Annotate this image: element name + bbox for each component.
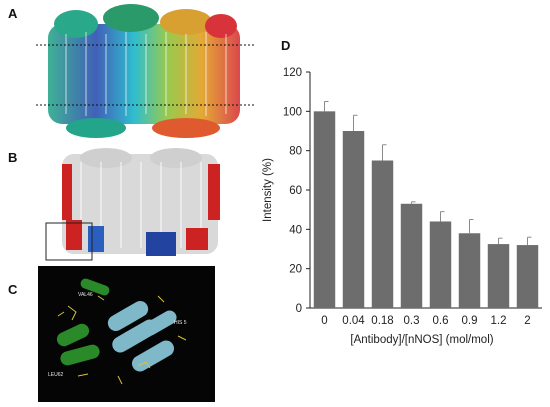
x-tick-label: 0.04 — [342, 315, 365, 327]
y-tick-label: 0 — [296, 303, 302, 315]
panel-c-closeup-image: VAL46 HIS 5 LEU62 — [38, 266, 215, 402]
y-tick-label: 100 — [283, 106, 302, 118]
y-tick-label: 120 — [283, 67, 302, 79]
x-tick-label: 0.18 — [371, 315, 393, 327]
bar — [313, 111, 336, 308]
panel-c-label-his5: HIS 5 — [174, 320, 187, 326]
panel-label-a: A — [8, 6, 18, 21]
bar — [429, 221, 452, 308]
x-tick-label: 0.3 — [404, 315, 420, 327]
panel-label-c: C — [8, 282, 18, 297]
x-tick-label: 0.6 — [433, 315, 449, 327]
y-tick-label: 40 — [289, 224, 302, 236]
bar — [400, 203, 423, 308]
bar — [342, 131, 365, 308]
chart-x-axis-label: [Antibody]/[nNOS] (mol/mol) — [350, 334, 493, 346]
x-tick-label: 2 — [524, 315, 530, 327]
bar — [371, 160, 394, 308]
chart-y-axis-label: Intensity (%) — [262, 158, 274, 222]
panel-label-d: D — [281, 38, 291, 53]
bar — [516, 245, 539, 308]
panel-c-label-val46: VAL46 — [78, 292, 93, 298]
x-tick-label: 0.9 — [462, 315, 478, 327]
x-tick-label: 0 — [321, 315, 327, 327]
y-tick-label: 60 — [289, 185, 302, 197]
panel-a-structure-image — [36, 4, 254, 138]
chart-bars — [313, 111, 539, 308]
chart-y-tick-labels: 0 20 40 60 80 100 120 — [283, 67, 302, 315]
chart-error-bars — [324, 101, 532, 246]
bar — [487, 244, 510, 308]
panel-c-label-leu62: LEU62 — [48, 372, 64, 378]
panel-b-structure-image — [45, 148, 220, 261]
chart-x-tick-labels: 0 0.04 0.18 0.3 0.6 0.9 1.2 2 — [321, 315, 530, 327]
bar — [458, 233, 481, 308]
panel-label-b: B — [8, 150, 18, 165]
y-tick-label: 20 — [289, 264, 302, 276]
y-tick-label: 80 — [289, 146, 302, 158]
x-tick-label: 1.2 — [491, 315, 507, 327]
